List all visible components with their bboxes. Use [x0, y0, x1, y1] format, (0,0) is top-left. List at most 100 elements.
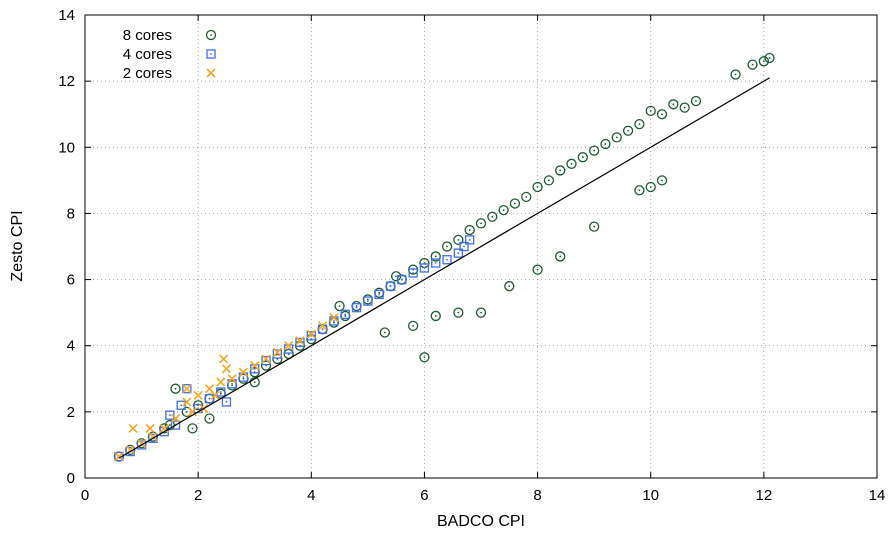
marker-stroke	[114, 451, 124, 462]
marker-dot	[366, 300, 369, 302]
marker-dot	[231, 382, 233, 385]
data-point	[656, 109, 668, 120]
marker-stroke	[128, 423, 138, 433]
marker-dot	[197, 407, 200, 410]
data-point	[730, 69, 741, 80]
marker-dot	[434, 255, 437, 258]
marker-ring	[645, 181, 656, 193]
marker-ring	[498, 204, 509, 216]
marker-dot	[355, 306, 358, 309]
marker-dot	[333, 321, 335, 324]
data-point	[690, 95, 702, 107]
marker-dot	[333, 320, 335, 322]
data-point	[340, 310, 351, 322]
axis-ticks: 0 2 4 6 8 10 12 14 0 2 4 6 8 10 12 14	[58, 7, 885, 504]
marker-square	[206, 49, 216, 59]
marker-square	[419, 263, 430, 273]
marker-dot	[638, 189, 641, 192]
marker-stroke	[261, 354, 271, 364]
legend: 8 cores 4 cores 2 cores	[123, 27, 217, 82]
marker-ring	[645, 105, 656, 117]
marker-dot	[434, 315, 437, 317]
marker-square	[295, 337, 305, 348]
marker-stroke	[318, 321, 328, 331]
marker-dot	[649, 186, 652, 188]
data-point	[555, 251, 566, 262]
marker-stroke	[329, 313, 339, 323]
marker-dot	[604, 143, 607, 145]
marker-dot	[593, 149, 596, 152]
marker-stroke	[221, 364, 231, 374]
data-point	[459, 241, 469, 252]
data-point	[464, 224, 475, 236]
marker-square	[385, 281, 396, 291]
marker-square	[204, 393, 215, 404]
marker-dot	[547, 179, 550, 182]
x-tick-label: 12	[756, 487, 773, 504]
marker-dot	[395, 275, 398, 278]
marker-dot	[231, 384, 233, 387]
y-tick-label: 12	[58, 73, 75, 90]
data-point	[758, 56, 770, 67]
marker-ring	[453, 307, 464, 318]
marker-dot	[536, 268, 539, 271]
marker-square	[216, 387, 226, 397]
marker-ring	[555, 251, 566, 262]
data-point	[295, 336, 305, 346]
data-point	[453, 307, 464, 318]
data-point	[351, 300, 362, 312]
marker-ring	[475, 218, 487, 229]
marker-dot	[559, 255, 562, 258]
data-point	[419, 352, 430, 363]
marker-dot	[168, 414, 171, 417]
marker-dot	[480, 311, 482, 314]
marker-square	[221, 397, 232, 407]
marker-ring	[690, 95, 702, 107]
marker-dot	[400, 278, 403, 281]
marker-ring	[588, 145, 600, 156]
data-point	[216, 387, 226, 397]
marker-ring	[747, 59, 758, 70]
data-point	[430, 310, 441, 322]
marker-dot	[338, 305, 341, 307]
marker-ring	[764, 52, 775, 64]
marker-dot	[242, 377, 245, 380]
data-point	[210, 390, 220, 400]
x-tick-label: 10	[642, 487, 659, 504]
marker-stroke	[238, 367, 248, 377]
legend-label: 4 cores	[123, 46, 172, 63]
data-point	[634, 118, 645, 130]
data-point	[261, 355, 271, 366]
data-point	[532, 264, 543, 275]
marker-ring	[577, 152, 588, 163]
data-point	[306, 329, 316, 339]
data-point	[182, 397, 192, 407]
marker-ring	[205, 29, 217, 41]
data-point	[250, 360, 260, 371]
y-tick-label: 14	[58, 7, 75, 24]
marker-dot	[457, 238, 460, 241]
marker-stroke	[159, 423, 169, 433]
marker-dot	[366, 298, 369, 301]
marker-stroke	[306, 329, 316, 339]
marker-stroke	[145, 423, 155, 433]
x-tick-label: 14	[869, 487, 886, 504]
marker-dot	[768, 57, 771, 59]
marker-ring	[487, 211, 498, 222]
plot-frame	[84, 14, 878, 479]
marker-square	[136, 440, 147, 450]
marker-stroke	[216, 377, 226, 387]
marker-dot	[208, 417, 211, 420]
marker-dot	[536, 186, 539, 188]
data-point	[679, 102, 690, 113]
data-point	[204, 393, 215, 404]
marker-dot	[412, 324, 415, 327]
data-point	[374, 287, 385, 298]
data-point	[328, 317, 340, 328]
data-point	[390, 271, 402, 282]
marker-dot	[683, 106, 686, 109]
data-point	[645, 105, 656, 117]
marker-dot	[383, 331, 386, 334]
data-point	[181, 406, 192, 418]
marker-dot	[468, 229, 471, 231]
